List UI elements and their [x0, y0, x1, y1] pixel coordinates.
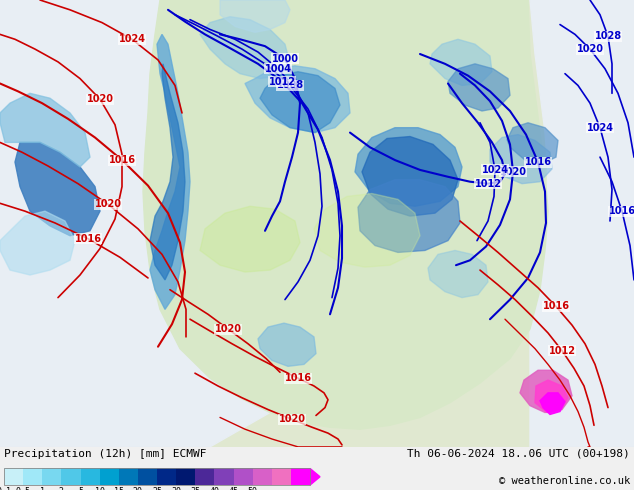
Text: 45: 45: [228, 487, 238, 490]
Polygon shape: [530, 0, 634, 447]
Polygon shape: [428, 250, 488, 297]
Bar: [119, 468, 138, 485]
Polygon shape: [150, 34, 190, 309]
Bar: [81, 468, 100, 485]
Text: 1008: 1008: [276, 80, 304, 91]
Bar: [4, 468, 23, 485]
Polygon shape: [245, 66, 350, 133]
Text: 1016: 1016: [108, 155, 136, 165]
Polygon shape: [0, 93, 90, 167]
Polygon shape: [200, 17, 290, 78]
Polygon shape: [490, 135, 552, 184]
Polygon shape: [430, 39, 492, 85]
Text: Th 06-06-2024 18..06 UTC (00+198): Th 06-06-2024 18..06 UTC (00+198): [407, 449, 630, 459]
Polygon shape: [358, 180, 460, 252]
Text: 1012: 1012: [548, 345, 576, 356]
Polygon shape: [314, 194, 420, 267]
Bar: [195, 468, 214, 485]
Bar: [272, 468, 291, 485]
Text: 40: 40: [209, 487, 219, 490]
Text: 1000: 1000: [271, 54, 299, 64]
Polygon shape: [15, 143, 100, 236]
Text: 1004: 1004: [264, 64, 292, 74]
Text: 30: 30: [171, 487, 181, 490]
Text: 50: 50: [248, 487, 257, 490]
Text: 15: 15: [113, 487, 124, 490]
Text: 1020: 1020: [576, 44, 604, 54]
Text: 1024: 1024: [119, 34, 145, 44]
Text: 1016: 1016: [285, 373, 311, 383]
Polygon shape: [200, 206, 300, 272]
Text: 0.1: 0.1: [0, 487, 11, 490]
Polygon shape: [150, 64, 185, 280]
Polygon shape: [362, 137, 458, 216]
Text: 1024: 1024: [586, 122, 614, 133]
Text: 0.5: 0.5: [16, 487, 30, 490]
Bar: [291, 468, 310, 485]
Text: 1024: 1024: [481, 165, 508, 175]
Text: 2: 2: [59, 487, 64, 490]
Bar: [42, 468, 61, 485]
Polygon shape: [540, 393, 565, 415]
Text: 1020: 1020: [94, 199, 122, 209]
Polygon shape: [448, 64, 510, 111]
Polygon shape: [260, 72, 340, 133]
Polygon shape: [535, 380, 568, 413]
Text: 35: 35: [190, 487, 200, 490]
Polygon shape: [0, 211, 75, 275]
Bar: [252, 468, 272, 485]
Text: 20: 20: [133, 487, 143, 490]
Text: Precipitation (12h) [mm] ECMWF: Precipitation (12h) [mm] ECMWF: [4, 449, 207, 459]
Polygon shape: [310, 468, 320, 485]
Polygon shape: [355, 128, 462, 206]
Bar: [214, 468, 233, 485]
Bar: [233, 468, 252, 485]
Text: 1020: 1020: [500, 167, 526, 177]
Polygon shape: [220, 0, 290, 32]
Text: 1028: 1028: [595, 31, 621, 41]
Bar: [23, 468, 42, 485]
Polygon shape: [507, 123, 558, 164]
Bar: [4, 468, 310, 485]
Text: 25: 25: [152, 487, 162, 490]
Text: 1016: 1016: [543, 301, 569, 312]
Polygon shape: [258, 323, 316, 367]
Text: 1020: 1020: [86, 94, 113, 104]
Polygon shape: [0, 0, 270, 447]
Text: 10: 10: [94, 487, 105, 490]
Text: 1016: 1016: [75, 234, 101, 244]
Bar: [176, 468, 195, 485]
Polygon shape: [520, 370, 572, 413]
Bar: [157, 468, 176, 485]
Text: 1016: 1016: [524, 157, 552, 167]
Bar: [100, 468, 119, 485]
Text: 1012: 1012: [269, 76, 295, 87]
Text: 1012: 1012: [474, 179, 501, 189]
Text: 1020: 1020: [278, 415, 306, 424]
Text: 5: 5: [78, 487, 83, 490]
Polygon shape: [130, 0, 634, 447]
Bar: [61, 468, 81, 485]
Text: 1020: 1020: [214, 324, 242, 334]
Text: 1016: 1016: [609, 206, 634, 216]
Polygon shape: [143, 0, 548, 429]
Text: 1: 1: [40, 487, 45, 490]
Bar: [138, 468, 157, 485]
Text: © weatheronline.co.uk: © weatheronline.co.uk: [499, 476, 630, 486]
